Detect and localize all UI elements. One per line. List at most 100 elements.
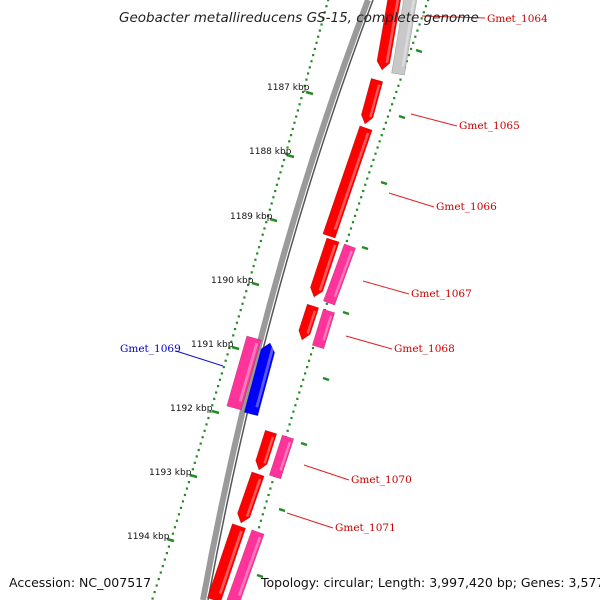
ruler-dot <box>349 227 353 230</box>
ruler-dot <box>395 90 398 94</box>
ruler-dot <box>380 134 383 137</box>
cds-gmet-1068-pink[interactable] <box>311 308 336 350</box>
ruler-dot <box>175 519 179 522</box>
ruler-dot <box>181 500 185 503</box>
tick-mark <box>231 345 240 351</box>
cds-gmet-1070[interactable] <box>255 429 278 471</box>
gene-label-gmet-1071[interactable]: Gmet_1071 <box>335 522 396 534</box>
ruler-dash <box>300 441 308 447</box>
tick-label: 1194 kbp <box>127 532 170 542</box>
ruler-dot <box>237 315 240 318</box>
ruler-dot <box>267 493 270 497</box>
ruler-dot <box>286 146 289 149</box>
ruler-dot <box>308 66 311 69</box>
tick-label: 1191 kbp <box>191 340 234 350</box>
ruler-dash <box>398 114 406 120</box>
ruler-dot <box>288 140 291 143</box>
ruler-dot <box>325 302 328 305</box>
gene-label-gmet-1068[interactable]: Gmet_1068 <box>394 343 455 355</box>
ruler-dot <box>279 171 282 174</box>
ruler-dot <box>420 17 423 20</box>
cds-bottom-red[interactable] <box>206 523 247 600</box>
ruler-dot <box>384 121 387 124</box>
ruler-dot <box>295 115 298 118</box>
ruler-dot <box>259 239 262 243</box>
ruler-dot <box>376 146 379 149</box>
ruler-dot <box>193 461 196 464</box>
gene-label-gmet-1070[interactable]: Gmet_1070 <box>351 474 412 486</box>
cds-bottom-pink[interactable] <box>226 529 265 600</box>
cds-gmet-1071[interactable] <box>237 471 265 524</box>
ruler-dot <box>407 53 411 57</box>
cds-gmet-1069[interactable] <box>243 342 276 417</box>
ruler-dot <box>351 221 355 224</box>
ruler-dot <box>301 90 305 94</box>
tick-mark <box>251 281 260 287</box>
gene-label-gmet-1065[interactable]: Gmet_1065 <box>459 120 520 132</box>
ruler-dot <box>318 29 321 32</box>
ruler-dot <box>161 564 164 568</box>
ruler-dot <box>203 429 206 432</box>
ruler-dot <box>305 78 308 81</box>
ruler-dot <box>230 340 233 343</box>
label-leaders <box>175 15 486 529</box>
genome-summary-text: Topology: circular; Length: 3,997,420 bp… <box>261 575 600 590</box>
ruler-dot <box>325 5 328 8</box>
gene-label-gmet-1067[interactable]: Gmet_1067 <box>411 288 472 300</box>
ruler-dot <box>243 296 246 299</box>
ruler-dot <box>298 103 301 106</box>
ruler-dot <box>159 571 162 574</box>
gene-label-gmet-1064[interactable]: Gmet_1064 <box>487 13 548 25</box>
ruler-dot <box>300 385 303 388</box>
ruler-dot <box>257 246 261 249</box>
ruler-dot <box>294 404 297 407</box>
ruler-dot <box>288 423 291 426</box>
ruler-dot <box>263 227 266 230</box>
ruler-dot <box>422 11 425 14</box>
cds-gmet-1065[interactable] <box>361 78 384 125</box>
ruler-dot <box>368 171 371 174</box>
ruler-dot <box>241 302 244 305</box>
ruler-dash <box>322 376 330 382</box>
cds-gmet-1070-pink[interactable] <box>268 434 295 480</box>
ruler-dot <box>261 233 264 236</box>
ruler-dot <box>366 177 369 180</box>
ruler-dot <box>257 526 261 529</box>
cds-gmet-1064-gray[interactable] <box>391 0 418 76</box>
cds-gmet-1069-pink[interactable] <box>226 335 262 411</box>
cds-gmet-1066[interactable] <box>322 125 373 239</box>
ruler-dot <box>191 468 194 471</box>
ruler-dot <box>272 196 275 199</box>
tick-label: 1187 kbp <box>267 83 310 93</box>
tick-mark <box>211 409 220 415</box>
cds-gmet-1067[interactable] <box>310 237 340 298</box>
accession-text: Accession: NC_007517 <box>9 575 152 590</box>
ruler-dot <box>304 372 307 375</box>
cds-gmet-1069-pink-shade <box>238 342 259 402</box>
ruler-dot <box>266 214 270 218</box>
ruler-dot <box>397 84 400 87</box>
ruler-dot <box>232 334 235 337</box>
ruler-dot <box>209 410 212 413</box>
cds-gmet-1067-pink[interactable] <box>322 243 357 306</box>
gene-label-gmet-1069[interactable]: Gmet_1069 <box>120 343 181 355</box>
ruler-dot <box>226 353 229 356</box>
cds-gmet-1064[interactable] <box>376 0 402 71</box>
gene-label-gmet-1066[interactable]: Gmet_1066 <box>436 201 497 213</box>
ruler-dot <box>427 0 430 2</box>
ruler-dot <box>274 189 277 193</box>
ruler-dot <box>171 532 175 535</box>
cds-gmet-1068[interactable] <box>298 303 320 341</box>
cds-gmet-1066-shade <box>333 132 370 231</box>
tick-label: 1188 kbp <box>249 147 292 157</box>
tick-label: 1190 kbp <box>211 276 254 286</box>
tick-label: 1192 kbp <box>170 404 213 414</box>
ruler-dot <box>201 436 204 439</box>
ruler-dash <box>380 180 388 186</box>
ruler-dot <box>163 558 166 561</box>
ruler-dot <box>362 189 365 193</box>
ruler-dot <box>248 277 252 280</box>
cds-gmet-1069-shade <box>255 347 275 408</box>
ruler-dot <box>323 11 326 14</box>
